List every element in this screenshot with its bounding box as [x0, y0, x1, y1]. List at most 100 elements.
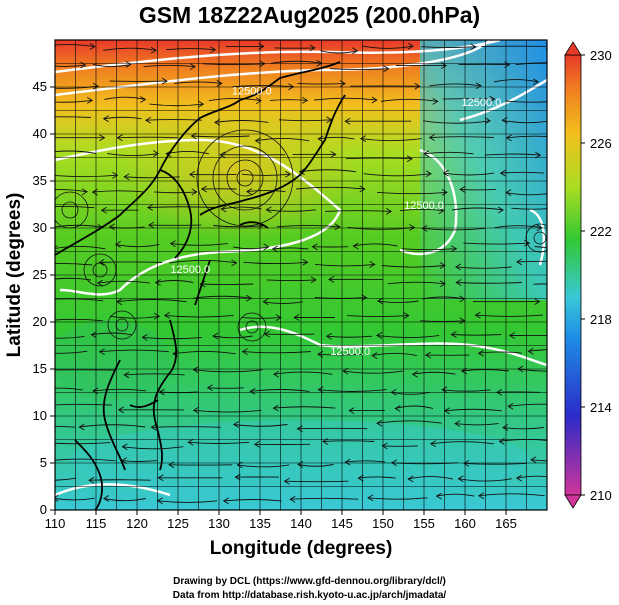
streamline-arrowhead — [421, 225, 428, 232]
streamline-arrowhead — [429, 440, 437, 448]
streamline-arrowhead — [246, 188, 253, 195]
streamline-arrowhead — [359, 185, 366, 193]
streamline-arrowhead — [438, 207, 445, 215]
streamline-arrowhead — [361, 294, 368, 301]
streamline-arrowhead — [272, 404, 279, 412]
streamline — [151, 426, 221, 428]
streamline-arrowhead — [121, 443, 128, 451]
streamline-arrowhead — [80, 61, 87, 69]
streamline — [326, 335, 373, 338]
streamline — [508, 403, 547, 407]
streamline — [358, 476, 396, 479]
streamline-arrowhead — [499, 169, 506, 177]
streamline-arrowhead — [108, 223, 115, 231]
streamline — [272, 247, 309, 250]
streamline-arrowhead — [484, 117, 491, 125]
streamline — [391, 391, 431, 395]
streamline — [55, 116, 91, 118]
streamline — [143, 64, 196, 68]
streamline — [478, 351, 522, 354]
streamline — [55, 262, 93, 266]
streamline — [55, 458, 116, 462]
streamline — [213, 225, 264, 228]
streamline-arrowhead — [311, 243, 318, 251]
streamline-arrowhead — [234, 473, 241, 481]
streamline — [115, 243, 160, 248]
streamline-arrowhead — [459, 186, 466, 193]
streamline — [164, 314, 234, 318]
contour-labels: 12500.0 12500.0 12500.0 12500.0 12500.0 — [170, 86, 501, 358]
streamline-arrowhead — [298, 168, 305, 176]
streamline — [103, 47, 157, 51]
streamline — [97, 280, 150, 284]
y-tick-label: 15 — [33, 361, 47, 376]
streamline — [110, 315, 160, 319]
streamline-arrowhead — [263, 330, 270, 338]
streamline-arrowhead — [116, 298, 123, 306]
streamline-arrowhead — [39, 387, 44, 393]
streamline — [362, 45, 414, 49]
streamline — [318, 389, 387, 392]
streamline-arrowhead — [148, 221, 155, 229]
streamline — [314, 97, 377, 101]
streamline — [458, 478, 512, 482]
streamline — [290, 497, 359, 500]
streamline — [55, 497, 95, 501]
streamline — [246, 190, 286, 193]
streamline-arrowhead — [394, 405, 401, 412]
streamline-arrowhead — [455, 263, 462, 271]
streamline — [266, 209, 316, 212]
streamline-arrowhead — [552, 98, 557, 104]
streamline — [423, 120, 491, 124]
streamline — [511, 207, 547, 210]
streamline-arrowhead — [34, 115, 39, 121]
streamline — [500, 171, 545, 174]
streamline-arrowhead — [477, 349, 484, 357]
streamline-arrowhead — [188, 171, 196, 178]
streamline-arrowhead — [367, 494, 374, 502]
streamline-arrowhead — [150, 423, 157, 431]
y-tick-label: 20 — [33, 314, 47, 329]
streamline-arrowhead — [302, 258, 309, 266]
streamline-arrowhead — [96, 279, 103, 287]
streamline-arrowhead — [214, 119, 221, 126]
streamline-arrowhead — [439, 262, 446, 269]
streamline — [103, 116, 142, 120]
streamline — [429, 83, 482, 87]
streamline-arrowhead — [530, 456, 537, 464]
streamline-arrowhead — [125, 61, 132, 68]
streamline-arrowhead — [199, 280, 206, 288]
streamline-arrowhead — [27, 348, 32, 354]
streamline — [243, 261, 308, 265]
streamline — [266, 279, 316, 281]
y-tick-label: 40 — [33, 126, 47, 141]
streamline-arrowhead — [271, 245, 278, 253]
contour-label: 12500.0 — [232, 86, 272, 98]
streamline — [320, 50, 358, 54]
x-tick-label: 145 — [331, 516, 353, 531]
streamline-arrowhead — [459, 295, 466, 303]
streamline-arrowhead — [403, 312, 410, 319]
streamline — [103, 498, 146, 502]
streamline-arrowhead — [140, 96, 147, 103]
colorbar-tick-label: 218 — [590, 312, 612, 327]
x-axis-label: Longitude (degrees) — [210, 538, 393, 559]
streamline-arrowhead — [527, 347, 534, 355]
streamline-arrowhead — [154, 279, 161, 286]
streamline-arrowhead — [407, 475, 414, 483]
streamline-arrowhead — [220, 205, 227, 213]
streamline — [55, 174, 118, 178]
streamline-arrowhead — [546, 297, 547, 299]
streamline-arrowhead — [253, 440, 260, 448]
streamline-arrowhead — [489, 95, 496, 103]
streamline-arrowhead — [92, 82, 99, 90]
streamline — [502, 119, 547, 124]
streamline — [324, 210, 392, 212]
streamline-arrowhead — [441, 386, 448, 394]
streamline — [315, 263, 375, 267]
streamline — [207, 387, 244, 389]
coastlines — [55, 61, 346, 510]
x-tick-label: 140 — [290, 516, 312, 531]
streamline — [91, 332, 132, 336]
